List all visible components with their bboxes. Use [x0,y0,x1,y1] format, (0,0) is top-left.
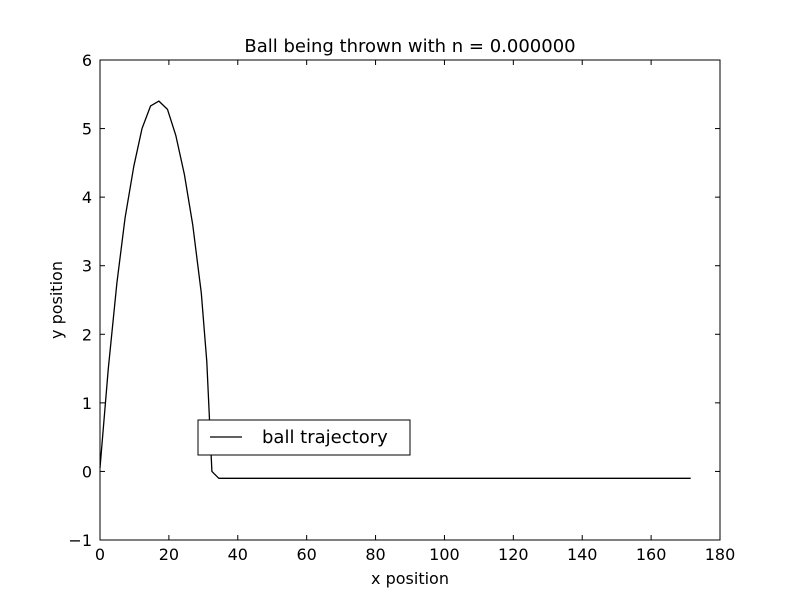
legend: ball trajectory [197,419,411,456]
x-tick-label: 140 [567,545,598,564]
x-tick-label: 100 [429,545,460,564]
x-axis-ticks: 0 20 40 60 80 100 120 140 160 180 [95,60,735,564]
y-tick-label: 0 [82,462,92,481]
plot-frame [99,59,721,541]
series-layer [99,100,691,479]
y-tick-label: 1 [82,394,92,413]
y-tick-label: −1 [68,531,92,550]
y-tick-label: 6 [82,51,92,70]
chart-title: Ball being thrown with n = 0.000000 [244,36,575,57]
legend-label: ball trajectory [262,427,388,448]
y-tick-label: 2 [82,325,92,344]
x-tick-label: 160 [636,545,667,564]
y-axis-label: y position [47,261,66,339]
x-tick-label: 180 [705,545,736,564]
x-tick-label: 80 [365,545,385,564]
y-tick-label: 4 [82,188,92,207]
y-axis-ticks: −1 0 1 2 3 4 5 6 [68,51,720,550]
x-tick-label: 40 [228,545,248,564]
series-line-ball-trajectory [99,100,691,479]
x-tick-label: 120 [498,545,529,564]
x-tick-label: 20 [159,545,179,564]
x-tick-label: 60 [296,545,316,564]
y-tick-label: 5 [82,120,92,139]
x-tick-label: 0 [95,545,105,564]
y-tick-label: 3 [82,257,92,276]
x-axis-label: x position [371,569,449,588]
